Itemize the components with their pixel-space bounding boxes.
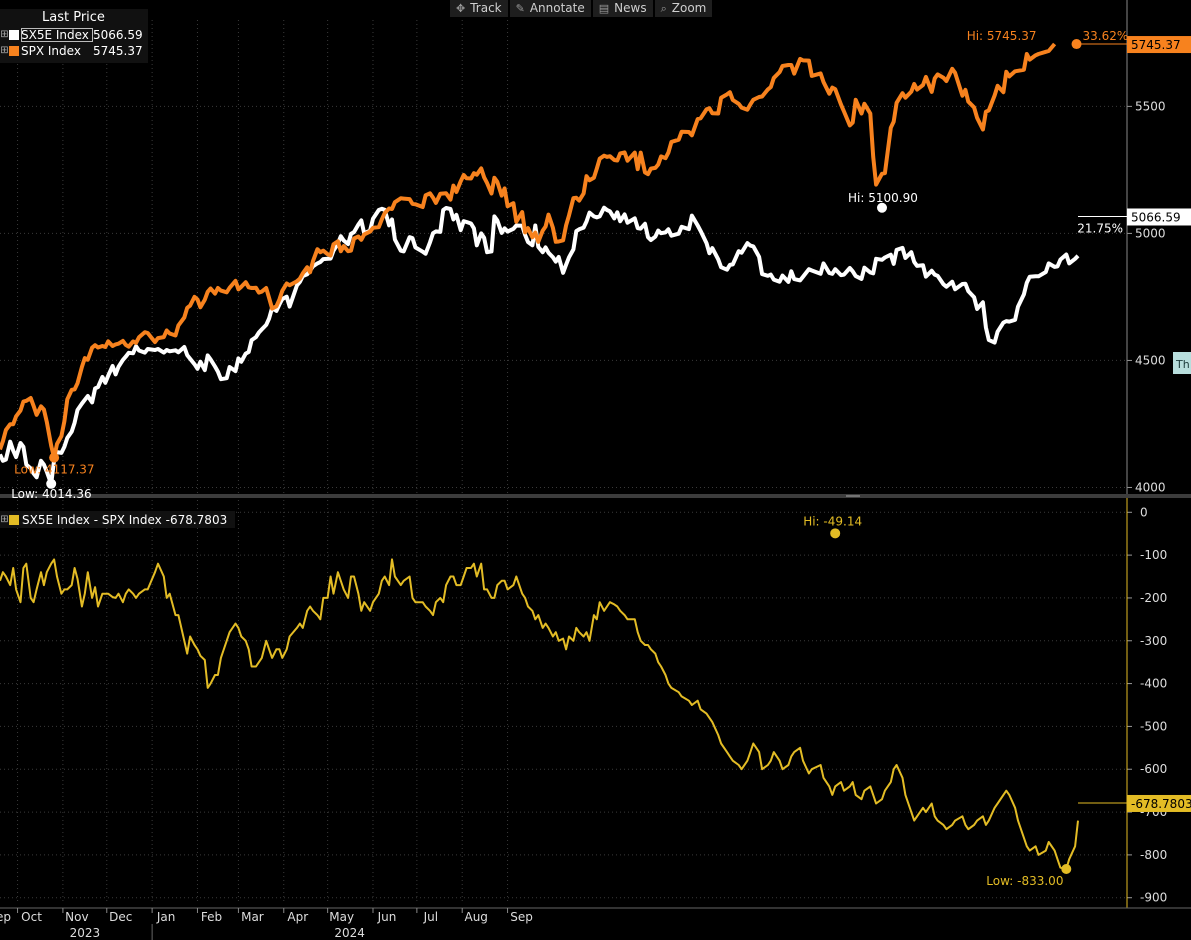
magnifier-icon: ⌕ <box>660 2 667 15</box>
legend-upper: Last Price ⊞ SX5E Index 5066.59 ⊞ SPX In… <box>0 9 148 63</box>
extreme-marker <box>830 528 841 539</box>
price-tag-label: 5066.59 <box>1131 210 1181 224</box>
y-tick-label: -200 <box>1140 591 1167 605</box>
pencil-icon: ✎ <box>515 2 525 15</box>
track-label: Track <box>470 1 502 15</box>
annotation-label: Hi: 5100.90 <box>848 191 918 205</box>
legend-item-sx5e[interactable]: ⊞ SX5E Index 5066.59 <box>0 27 143 42</box>
x-tick-label: Sep <box>510 910 533 924</box>
series-line-sx5e-index-spx-index[interactable] <box>0 558 1079 870</box>
legend-item-spx[interactable]: ⊞ SPX Index 5745.37 <box>0 43 143 58</box>
legend-swatch <box>9 45 19 56</box>
x-tick-label: Feb <box>201 910 222 924</box>
panel-separator[interactable] <box>0 494 1191 498</box>
side-tab[interactable] <box>1173 352 1191 374</box>
annotation-label: Low: 4117.37 <box>14 463 94 477</box>
annotation-label: Low: 4014.36 <box>11 487 91 501</box>
price-tag <box>1127 36 1191 54</box>
annotation-label: 21.75% <box>1077 221 1123 235</box>
news-label: News <box>614 1 647 15</box>
y-tick-label: -800 <box>1140 848 1167 862</box>
legend-title: Last Price <box>42 10 105 25</box>
legend-series-name: SPX Index <box>21 43 81 58</box>
price-tag-label: 5745.37 <box>1131 38 1181 52</box>
series-line-sx5e-index[interactable] <box>0 205 1080 486</box>
y-tick-label: 5000 <box>1135 226 1166 240</box>
extreme-marker <box>46 478 57 489</box>
legend-series-name: SX5E Index <box>21 27 93 42</box>
y-tick-label: -100 <box>1140 548 1167 562</box>
y-tick-label: -400 <box>1140 677 1167 691</box>
x-tick-label: Oct <box>21 910 42 924</box>
annotate-label: Annotate <box>529 1 585 15</box>
legend-series-value: 5066.59 <box>93 27 143 42</box>
expand-icon[interactable]: ⊞ <box>0 29 9 40</box>
news-button[interactable]: ▤ News <box>592 0 653 17</box>
extreme-marker <box>877 202 887 213</box>
annotation-label: 33.62% <box>1083 29 1129 43</box>
price-tag-label: -678.7803 <box>1131 797 1191 811</box>
x-tick-label: Jan <box>156 910 176 924</box>
x-tick-label: Apr <box>287 910 308 924</box>
chart-toolbar: ✥ Track ✎ Annotate ▤ News ⌕ Zoom <box>450 0 713 18</box>
legend-series-value: 5745.37 <box>93 43 143 58</box>
annotation-label: Hi: -49.14 <box>803 514 862 528</box>
x-tick-label: Aug <box>464 910 487 924</box>
x-year-label: 2023 <box>70 926 101 940</box>
x-year-label: 2024 <box>334 926 365 940</box>
expand-icon[interactable]: ⊞ <box>0 514 9 525</box>
price-tag <box>1127 208 1191 226</box>
y-tick-label: -300 <box>1140 634 1167 648</box>
legend-swatch <box>9 29 19 40</box>
x-tick-label: ep <box>0 910 11 924</box>
y-tick-label: -500 <box>1140 719 1167 733</box>
annotation-label: Hi: 5745.37 <box>967 29 1037 43</box>
legend-series-value: -678.7803 <box>165 512 228 527</box>
track-button[interactable]: ✥ Track <box>450 0 508 17</box>
annotate-button[interactable]: ✎ Annotate <box>509 0 591 17</box>
annotation-label: Low: -833.00 <box>986 874 1063 888</box>
zoom-label: Zoom <box>671 1 707 15</box>
zoom-button[interactable]: ⌕ Zoom <box>654 0 713 17</box>
x-tick-label: Dec <box>109 910 132 924</box>
x-tick-label: Jul <box>423 910 438 924</box>
side-tab-label: Th <box>1175 358 1190 371</box>
x-tick-label: Jun <box>377 910 397 924</box>
grid-layer <box>0 20 1127 902</box>
x-tick-label: Mar <box>241 910 264 924</box>
extreme-marker <box>1071 39 1082 50</box>
legend-series-name: SX5E Index - SPX Index <box>22 512 162 527</box>
document-icon: ▤ <box>598 2 610 15</box>
y-tick-label: 4500 <box>1135 353 1166 367</box>
y-tick-label: 5500 <box>1135 99 1166 113</box>
series-line-spx-index[interactable] <box>0 42 1057 460</box>
y-tick-label: -900 <box>1140 891 1167 905</box>
x-tick-label: May <box>329 910 354 924</box>
legend-swatch <box>9 514 19 525</box>
x-tick-label: Nov <box>65 910 88 924</box>
extreme-marker <box>49 452 60 463</box>
legend-lower[interactable]: ⊞ SX5E Index - SPX Index -678.7803 <box>0 511 236 528</box>
crosshair-icon: ✥ <box>456 2 466 15</box>
y-tick-label: 0 <box>1140 505 1148 519</box>
y-tick-label: -600 <box>1140 762 1167 776</box>
expand-icon[interactable]: ⊞ <box>0 45 9 56</box>
price-tag <box>1127 794 1191 812</box>
y-tick-label: 4000 <box>1135 480 1166 494</box>
series-layer <box>0 42 1080 870</box>
extreme-marker <box>1061 864 1072 875</box>
